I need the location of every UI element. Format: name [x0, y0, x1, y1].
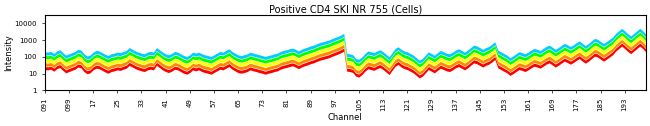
Title: Positive CD4 SKI NR 755 (Cells): Positive CD4 SKI NR 755 (Cells)	[268, 4, 422, 14]
X-axis label: Channel: Channel	[328, 113, 363, 122]
Y-axis label: Intensity: Intensity	[4, 34, 13, 71]
